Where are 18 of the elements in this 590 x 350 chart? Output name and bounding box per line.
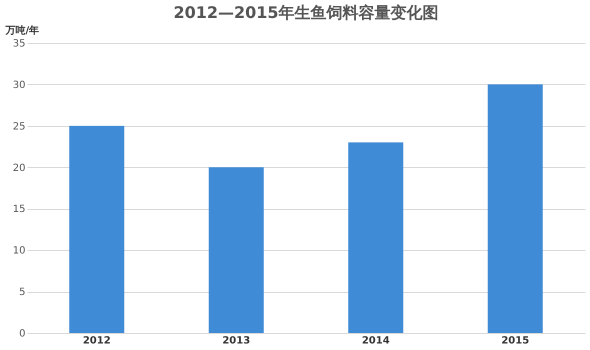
y-tick-label: 15	[12, 204, 26, 216]
x-tick-label: 2013	[222, 336, 250, 346]
bar	[348, 142, 404, 333]
x-tick-label: 2015	[501, 336, 530, 346]
y-axis-title: 万吨/年	[4, 24, 40, 36]
bar	[488, 84, 543, 333]
y-tick-label: 25	[12, 121, 26, 132]
y-tick-label: 0	[19, 328, 26, 340]
x-tick-label: 2014	[362, 336, 390, 346]
bar	[208, 167, 264, 333]
y-tick-label: 35	[12, 38, 26, 50]
y-tick-label: 10	[12, 246, 26, 257]
chart-title: 2012—2015年生鱼饲料容量变化图	[173, 3, 439, 22]
bar	[69, 126, 124, 333]
y-tick-label: 5	[19, 287, 26, 298]
y-tick-label: 30	[12, 80, 26, 91]
y-tick-label: 20	[12, 162, 26, 174]
x-tick-label: 2012	[82, 336, 111, 346]
